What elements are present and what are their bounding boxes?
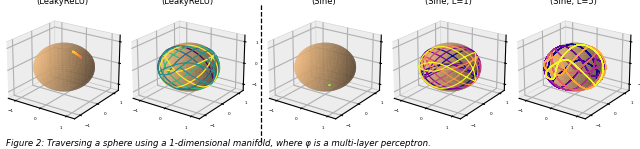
- Title: Trained Generator
(LeakyReLU): Trained Generator (LeakyReLU): [149, 0, 225, 6]
- Title: Initialized Generator
(Sine): Initialized Generator (Sine): [280, 0, 367, 6]
- Title: Trained Generator
(Sine, L=1): Trained Generator (Sine, L=1): [410, 0, 486, 6]
- Title: Initialized Generator
(LeakyReLU): Initialized Generator (LeakyReLU): [19, 0, 106, 6]
- Title: Trained Generator
(Sine, L=5): Trained Generator (Sine, L=5): [535, 0, 611, 6]
- Text: Figure 2: Traversing a sphere using a 1-dimensional manifold, where φ is a multi: Figure 2: Traversing a sphere using a 1-…: [6, 139, 431, 148]
